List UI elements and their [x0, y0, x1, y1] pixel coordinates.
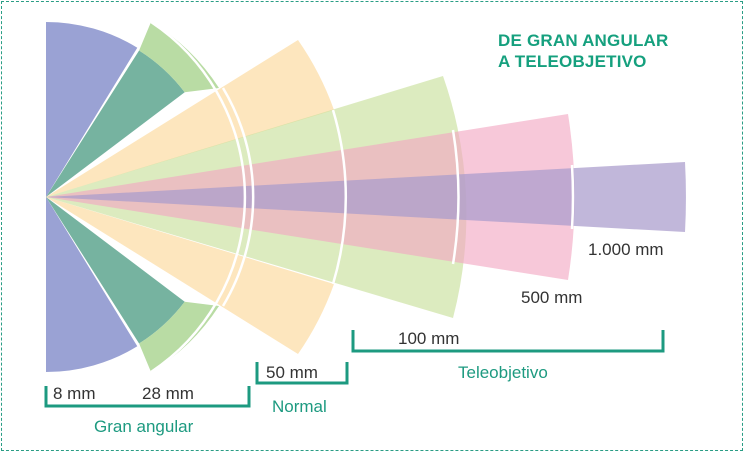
arc-divider-500mm [451, 129, 460, 265]
wedge-50mm [46, 40, 334, 354]
title-line-2: A TELEOBJETIVO [498, 52, 647, 71]
wedge-8mm [46, 21, 138, 372]
wedge-28mm [46, 50, 185, 344]
title-line-1: DE GRAN ANGULAR [498, 31, 669, 50]
label-50mm: 50 mm [266, 363, 318, 382]
label-1000mm: 1.000 mm [588, 240, 664, 259]
diagram-title: DE GRAN ANGULAR A TELEOBJETIVO [498, 30, 668, 72]
arc-divider-1000mm [570, 164, 575, 230]
arc-divider-100mm [331, 109, 347, 285]
label-28mm: 28 mm [142, 384, 194, 403]
bracket-teleobjetivo [351, 330, 665, 353]
label-100mm: 100 mm [398, 329, 460, 348]
bracket-normal [255, 362, 349, 385]
arc-divider-28mm [150, 20, 247, 374]
group-label-gran-angular: Gran angular [94, 417, 194, 436]
wedge-1000mm [46, 162, 686, 232]
group-label-normal: Normal [272, 397, 327, 416]
label-500mm: 500 mm [521, 288, 583, 307]
label-8mm: 8 mm [53, 384, 96, 403]
arc-divider-50mm [221, 87, 255, 307]
bracket-gran-angular [44, 386, 251, 408]
group-label-teleobjetivo: Teleobjetivo [458, 363, 548, 382]
